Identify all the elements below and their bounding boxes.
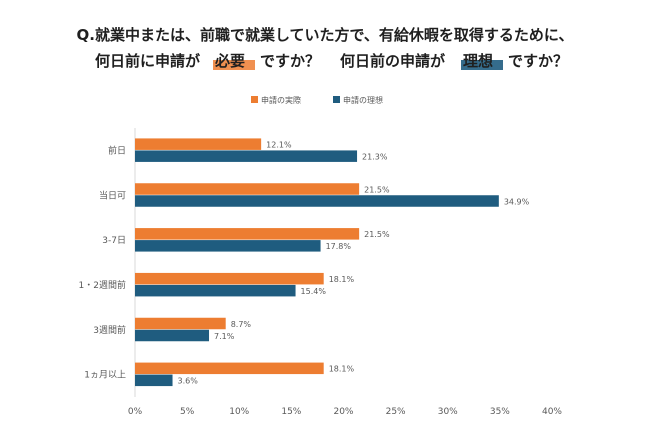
chart-title-line1: Q.就業中または、前職で就業していた方で、有給休暇を取得するために、 bbox=[77, 26, 574, 44]
x-tick-label: 25% bbox=[386, 407, 406, 417]
x-tick-label: 35% bbox=[490, 407, 510, 417]
bar-ideal bbox=[135, 374, 173, 387]
category-label: 前日 bbox=[108, 144, 126, 156]
title-emph2-underline bbox=[461, 60, 503, 70]
data-label: 3.6% bbox=[178, 377, 199, 386]
category-label: 当日可 bbox=[99, 189, 126, 201]
legend-swatch-ideal bbox=[333, 96, 340, 103]
category-label: 1・2週間前 bbox=[79, 279, 126, 291]
bar-ideal bbox=[135, 150, 358, 162]
bar-ideal bbox=[135, 284, 296, 297]
x-tick-labels: 0% 5% 10% 15% 20% 25% 30% 35% 40% bbox=[128, 407, 563, 417]
data-label: 17.8% bbox=[326, 242, 352, 251]
category-label: 3-7日 bbox=[102, 235, 126, 246]
title-emph1: 必要 bbox=[214, 52, 245, 70]
legend-label-actual: 申請の実際 bbox=[261, 95, 301, 105]
data-label: 7.1% bbox=[214, 332, 235, 341]
data-label: 8.7% bbox=[231, 320, 252, 329]
bar-actual bbox=[135, 183, 360, 195]
data-label: 18.1% bbox=[329, 275, 355, 284]
x-tick-label: 15% bbox=[281, 407, 301, 417]
x-tick-label: 30% bbox=[438, 407, 458, 417]
title-line2d: ですか？ bbox=[508, 52, 568, 70]
legend: 申請の実際 申請の理想 bbox=[251, 95, 383, 105]
category-label: 1ヵ月以上 bbox=[84, 370, 126, 381]
title-line2-text: 何日前に申請が 必要 ですか？ 何日前の申請が 理想 ですか？ bbox=[95, 52, 568, 70]
bars-group: 12.1%21.3%21.5%34.9%21.5%17.8%18.1%15.4%… bbox=[135, 138, 530, 387]
title-line2b: ですか？ bbox=[260, 52, 320, 70]
data-label: 21.5% bbox=[364, 230, 390, 239]
data-label: 21.5% bbox=[364, 185, 390, 194]
title-emph1-underline bbox=[213, 60, 255, 70]
bar-actual bbox=[135, 138, 262, 150]
title-line2c: 何日前の申請が bbox=[340, 52, 446, 70]
data-label: 21.3% bbox=[362, 152, 388, 161]
title-emph2: 理想 bbox=[463, 52, 493, 70]
data-label: 12.1% bbox=[266, 140, 292, 149]
bar-ideal bbox=[135, 195, 499, 207]
bar-actual bbox=[135, 272, 324, 285]
x-tick-label: 0% bbox=[128, 407, 143, 417]
x-tick-label: 20% bbox=[333, 407, 353, 417]
x-tick-label: 40% bbox=[542, 407, 562, 417]
title-line2a: 何日前に申請が bbox=[95, 52, 201, 70]
data-label: 15.4% bbox=[301, 287, 327, 296]
legend-swatch-actual bbox=[251, 96, 258, 103]
x-tick-label: 5% bbox=[180, 407, 195, 417]
bar-ideal bbox=[135, 240, 321, 252]
chart-title-line2: 何日前に申請が 必要 ですか？ 何日前の申請が 理想 ですか？ bbox=[95, 52, 568, 70]
bar-actual bbox=[135, 362, 324, 375]
data-label: 18.1% bbox=[329, 365, 355, 374]
category-label: 3週間前 bbox=[93, 324, 126, 336]
bar-ideal bbox=[135, 329, 210, 342]
bar-actual bbox=[135, 228, 360, 240]
legend-label-ideal: 申請の理想 bbox=[343, 95, 383, 105]
bar-actual bbox=[135, 317, 226, 330]
x-tick-label: 10% bbox=[229, 407, 249, 417]
data-label: 34.9% bbox=[504, 197, 530, 206]
